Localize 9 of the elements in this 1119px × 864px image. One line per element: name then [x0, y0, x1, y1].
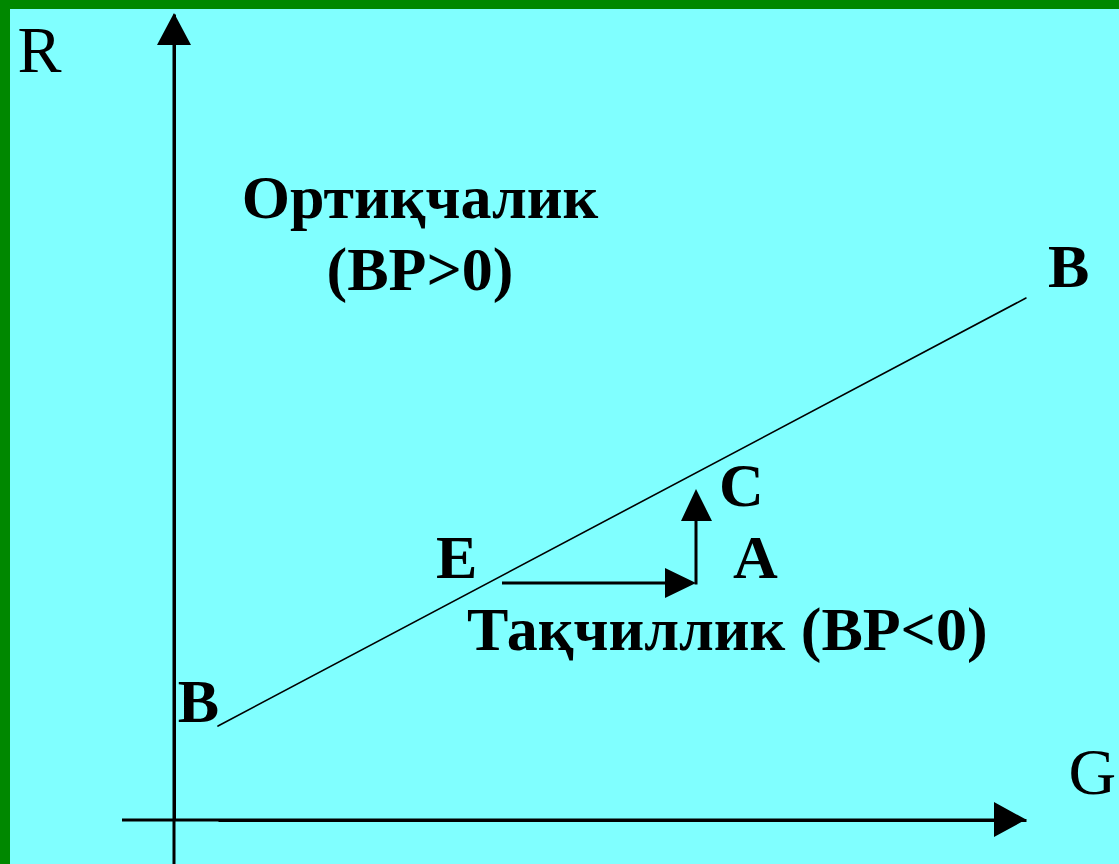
annotation: E [436, 523, 478, 591]
text: B [1048, 232, 1090, 300]
annotation: Ортиқчалик (BP>0) [241, 163, 599, 304]
annotation: A [733, 523, 778, 591]
annotation: Тақчиллик (BP<0) [467, 595, 988, 664]
y-axis-title: R [17, 12, 62, 86]
x-axis-title: G [1068, 734, 1117, 808]
series-label: B [177, 667, 219, 736]
annotation: C [719, 451, 764, 519]
